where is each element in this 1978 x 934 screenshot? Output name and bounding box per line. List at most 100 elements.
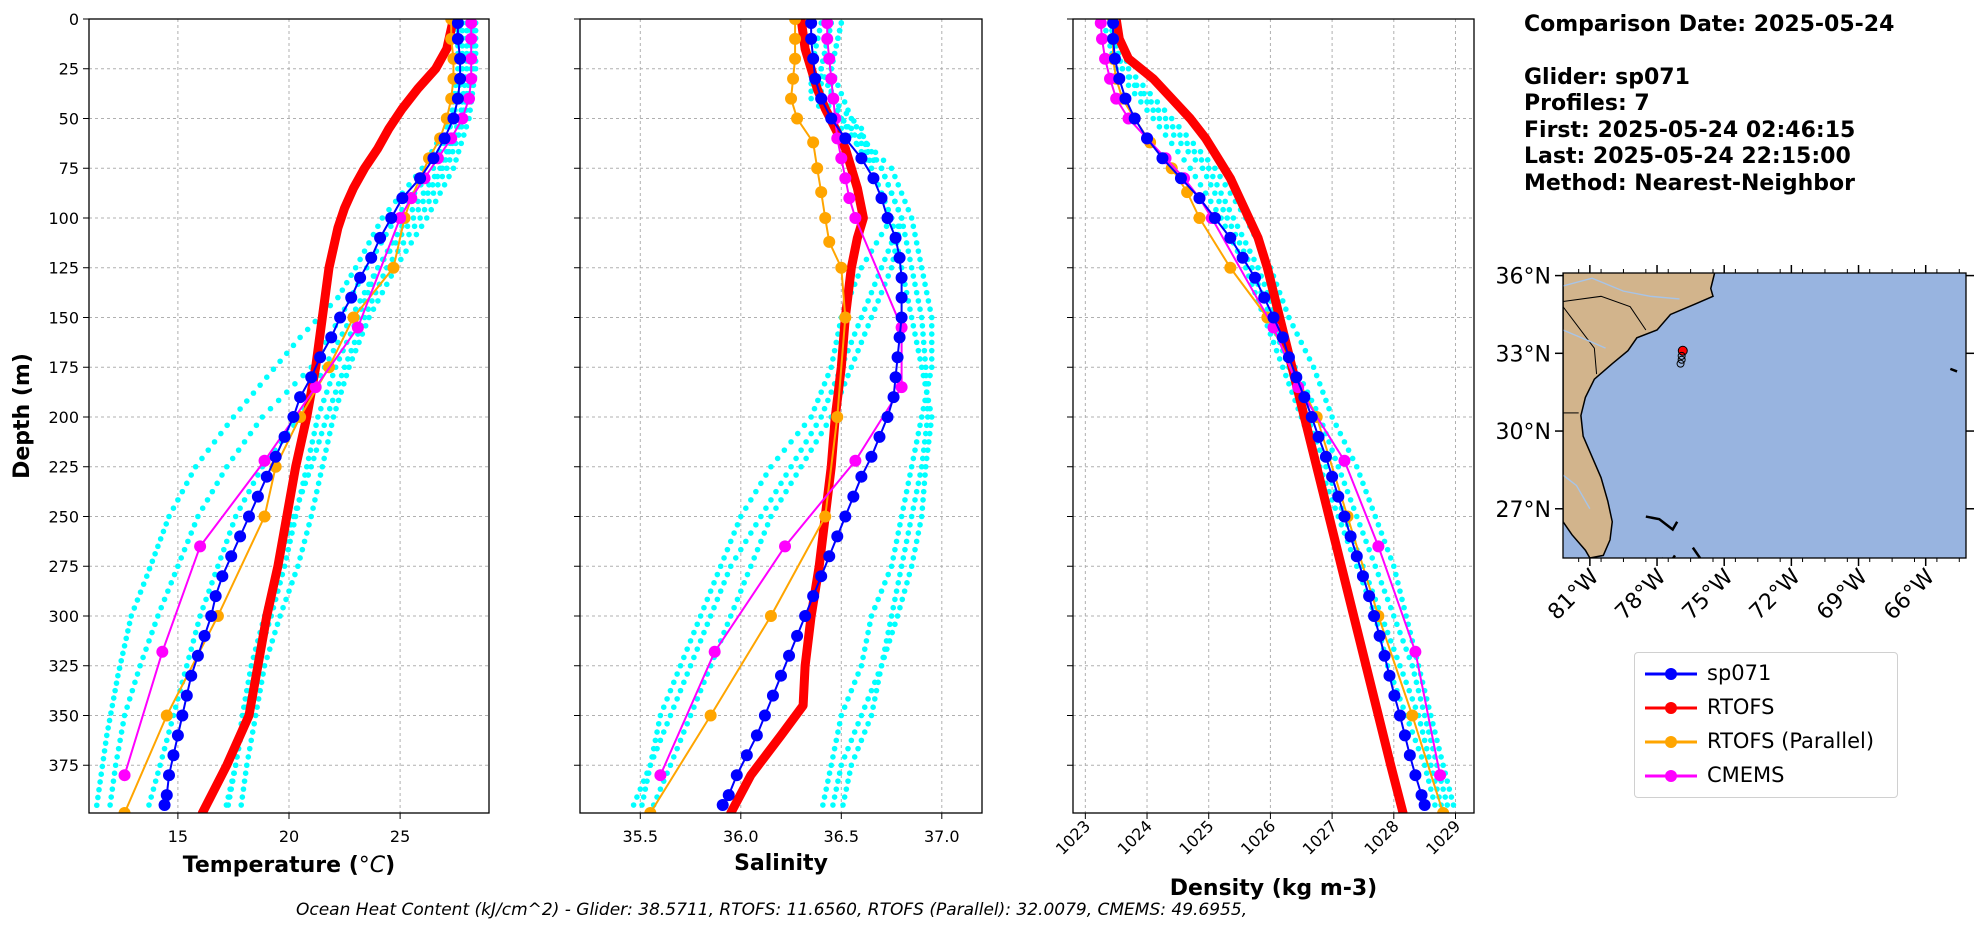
raw-profile-point: [252, 712, 259, 719]
raw-profile-point: [1357, 521, 1363, 528]
raw-profile-point: [878, 165, 885, 172]
legend-item-sp071: sp071: [1635, 657, 1897, 691]
raw-profile-point: [853, 140, 860, 147]
raw-profile-point: [912, 497, 918, 503]
raw-profile-point: [836, 770, 843, 777]
raw-profile-point: [918, 414, 925, 420]
raw-profile-point: [274, 621, 281, 628]
lon-label: 81°W: [1543, 564, 1604, 625]
raw-profile-point: [223, 463, 230, 470]
series-point-sp071: [251, 490, 264, 503]
legend-item-cmems: CMEMS: [1635, 759, 1897, 793]
raw-profile-point: [267, 405, 274, 412]
raw-profile-point: [211, 439, 218, 445]
raw-profile-point: [922, 381, 928, 387]
raw-profile-point: [901, 588, 908, 594]
raw-profile-point: [897, 223, 903, 230]
raw-profile-point: [386, 206, 392, 213]
raw-profile-point: [1183, 132, 1189, 138]
series-point-RTOFS (Parallel): [1437, 807, 1450, 813]
plot-area: [630, 19, 935, 813]
raw-profile-point: [821, 405, 828, 412]
raw-profile-point: [910, 505, 917, 512]
series-point-CMEMS: [1409, 645, 1422, 658]
series-point-sp071: [158, 799, 171, 812]
raw-profile-point: [266, 646, 273, 652]
raw-profile-point: [223, 538, 230, 545]
raw-profile-point: [330, 347, 337, 354]
series-point-sp071: [867, 172, 880, 185]
raw-profile-point: [1228, 223, 1235, 230]
raw-profile-point: [260, 671, 266, 677]
series-point-sp071: [1248, 271, 1261, 284]
raw-profile-point: [851, 679, 858, 686]
raw-profile-point: [868, 613, 875, 619]
series-point-sp071: [1415, 789, 1428, 802]
series-point-sp071: [454, 72, 467, 85]
raw-profile-point: [926, 430, 933, 437]
raw-profile-point: [366, 314, 372, 321]
raw-profile-point: [885, 571, 891, 578]
raw-profile-point: [1375, 521, 1382, 528]
raw-profile-point: [1403, 613, 1409, 619]
raw-profile-point: [296, 497, 303, 503]
raw-profile-point: [160, 528, 167, 535]
raw-profile-point: [907, 472, 913, 478]
raw-profile-point: [878, 264, 885, 271]
series-point-sp071: [881, 211, 894, 224]
raw-profile-point: [644, 778, 650, 784]
raw-profile-point: [1353, 513, 1360, 520]
raw-profile-point: [1409, 662, 1416, 669]
raw-profile-point: [264, 654, 270, 661]
raw-profile-point: [313, 422, 319, 429]
glider-position: [1677, 351, 1686, 360]
series-point-sp071: [855, 470, 868, 483]
raw-profile-point: [157, 762, 163, 769]
raw-profile-point: [918, 264, 925, 271]
raw-profile-point: [398, 256, 404, 263]
raw-profile-point: [898, 513, 905, 520]
raw-profile-point: [865, 720, 871, 727]
raw-profile-point: [922, 356, 928, 362]
raw-profile-point: [743, 505, 749, 512]
raw-profile-point: [917, 306, 923, 313]
raw-profile-point: [915, 248, 922, 254]
y-tick-label: 175: [48, 358, 79, 377]
raw-profile-point: [781, 447, 788, 453]
raw-profile-point: [923, 455, 930, 462]
raw-profile-point: [250, 480, 257, 487]
raw-profile-point: [218, 555, 224, 561]
raw-profile-point: [100, 755, 107, 762]
raw-profile-point: [280, 604, 286, 611]
raw-profile-point: [1432, 802, 1438, 808]
raw-profile-point: [1387, 638, 1394, 644]
raw-profile-point: [905, 248, 912, 254]
raw-profile-point: [149, 629, 155, 636]
raw-profile-point: [888, 190, 895, 196]
raw-profile-point: [694, 646, 701, 652]
series-point-sp071: [887, 391, 900, 404]
series-point-sp071: [807, 590, 820, 603]
raw-profile-point: [1141, 90, 1147, 97]
series-point-sp071: [893, 251, 906, 264]
raw-profile-point: [808, 88, 814, 94]
raw-profile-point: [1125, 82, 1132, 89]
series-point-CMEMS: [465, 19, 478, 29]
raw-profile-point: [798, 447, 804, 453]
raw-profile-point: [116, 665, 123, 672]
raw-profile-point: [1306, 356, 1313, 362]
series-point-CMEMS: [258, 454, 271, 467]
raw-profile-point: [97, 779, 103, 785]
raw-profile-point: [209, 580, 215, 586]
series-point-sp071: [345, 291, 358, 304]
raw-profile-point: [329, 397, 336, 404]
raw-profile-point: [109, 702, 116, 709]
raw-profile-point: [191, 521, 198, 528]
raw-profile-point: [319, 463, 326, 470]
series-point-CMEMS: [1372, 540, 1385, 553]
raw-profile-point: [717, 563, 724, 570]
raw-profile-point: [1425, 754, 1432, 760]
series-point-sp071: [1208, 211, 1221, 224]
series-point-CMEMS: [1094, 19, 1107, 29]
series-point-sp071: [334, 311, 347, 324]
